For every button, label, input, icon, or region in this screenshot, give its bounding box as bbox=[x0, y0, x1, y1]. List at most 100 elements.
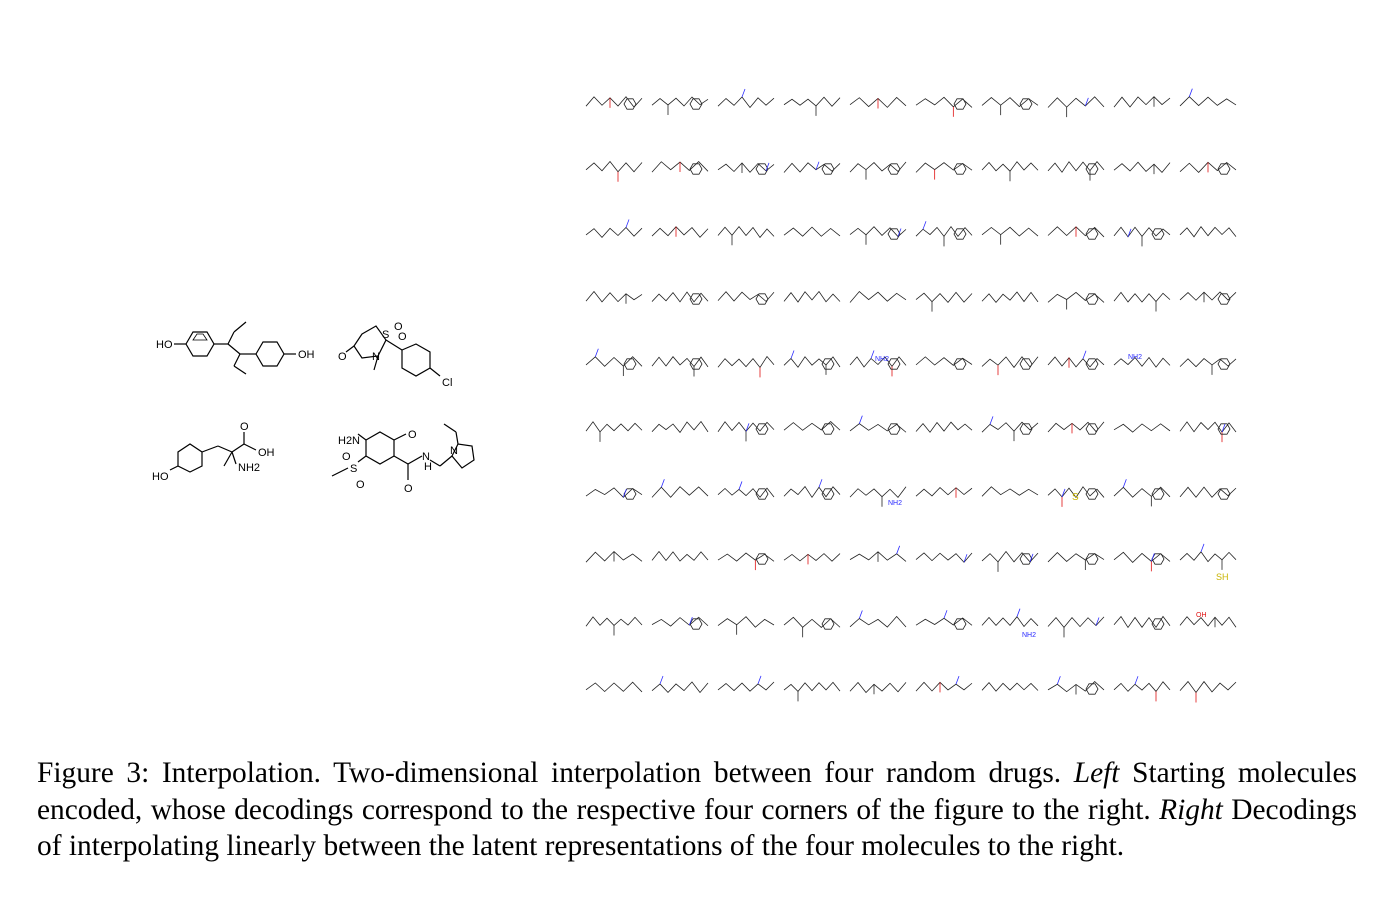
atom-label: OH bbox=[298, 349, 315, 361]
atom-label: S bbox=[382, 329, 389, 341]
decoded-molecule bbox=[1179, 161, 1237, 175]
decoded-molecule bbox=[915, 610, 973, 630]
decoded-molecule bbox=[915, 356, 973, 370]
decoded-molecule bbox=[1179, 543, 1237, 570]
decoded-molecule bbox=[783, 226, 841, 237]
caption-left-label: Left bbox=[1073, 757, 1120, 789]
decoded-molecule bbox=[585, 681, 643, 693]
decoded-molecule bbox=[783, 161, 841, 175]
decoded-molecule bbox=[915, 552, 973, 563]
decoded-molecule bbox=[783, 553, 841, 565]
atom-label: O bbox=[398, 331, 407, 343]
decoded-molecule bbox=[651, 96, 709, 115]
decoded-molecule bbox=[783, 616, 841, 638]
decoded-molecule bbox=[1179, 291, 1237, 305]
decoded-molecule bbox=[585, 96, 643, 110]
decoded-molecule bbox=[1047, 676, 1105, 695]
decoded-molecule bbox=[981, 291, 1039, 304]
decoded-molecule bbox=[651, 291, 709, 305]
decoded-molecule bbox=[585, 348, 643, 377]
decoded-molecule bbox=[1113, 615, 1171, 630]
decoded-molecule bbox=[651, 420, 709, 434]
decoded-molecule bbox=[651, 616, 709, 630]
decoded-molecule bbox=[1179, 88, 1237, 107]
decoded-molecule bbox=[651, 226, 709, 238]
decoded-molecule bbox=[651, 356, 709, 377]
decoded-molecule bbox=[1179, 486, 1237, 500]
decoded-molecule bbox=[915, 421, 973, 433]
decoded-molecule bbox=[849, 161, 907, 180]
decoded-molecule bbox=[717, 616, 775, 635]
decoded-molecule bbox=[1047, 226, 1105, 240]
decoded-molecule bbox=[1113, 291, 1171, 312]
decoded-molecule bbox=[849, 350, 907, 377]
atom-label: S bbox=[350, 463, 357, 475]
decoded-molecule bbox=[717, 481, 775, 500]
decoded-molecule bbox=[1047, 616, 1105, 638]
decoded-molecule bbox=[585, 219, 643, 238]
decoded-molecule bbox=[1179, 358, 1237, 375]
atom-label: O bbox=[408, 429, 417, 441]
decoded-molecule bbox=[717, 675, 775, 692]
decoded-molecule bbox=[717, 552, 775, 571]
decoded-molecule bbox=[1047, 486, 1105, 507]
atom-label: O bbox=[394, 321, 403, 333]
decoded-molecule bbox=[1113, 676, 1171, 702]
decoded-molecule bbox=[651, 161, 709, 175]
decoded-molecule bbox=[1047, 160, 1105, 181]
decoded-molecule bbox=[717, 421, 775, 442]
atom-label: S bbox=[1072, 492, 1079, 503]
molecule-3 bbox=[169, 432, 257, 473]
decoded-molecule bbox=[1113, 356, 1171, 368]
decoded-molecule bbox=[585, 160, 643, 182]
molecule-2 bbox=[345, 325, 441, 377]
decoded-molecule bbox=[981, 550, 1039, 572]
atom-label: OH bbox=[258, 447, 275, 459]
decoded-molecule bbox=[585, 290, 643, 304]
decoded-molecule bbox=[783, 350, 841, 375]
decoded-molecule bbox=[585, 616, 643, 636]
decoded-molecule bbox=[981, 226, 1039, 245]
decoded-molecule bbox=[1113, 96, 1171, 108]
atom-label: N bbox=[422, 451, 430, 463]
decoded-molecule bbox=[717, 88, 775, 109]
caption-text: Decodings of interpolating linearly betw… bbox=[37, 793, 1357, 863]
atom-label: HO bbox=[156, 339, 173, 351]
decoded-molecule bbox=[1113, 423, 1171, 433]
molecule-4 bbox=[331, 423, 475, 480]
starting-molecules-panel: HO OH S O O O N Cl O OH NH2 HO H2N O S O… bbox=[152, 321, 475, 495]
decoded-molecule bbox=[1113, 551, 1171, 572]
atom-label: NH2 bbox=[238, 462, 260, 474]
decoded-molecule bbox=[981, 97, 1039, 116]
atom-label: O bbox=[240, 421, 249, 433]
decoded-molecule bbox=[1179, 616, 1237, 628]
decoded-molecule bbox=[1179, 421, 1237, 443]
atom-label: SH bbox=[1216, 572, 1229, 582]
decoded-molecule bbox=[783, 681, 841, 702]
decoded-molecule bbox=[783, 421, 841, 435]
decoded-molecule bbox=[849, 610, 907, 628]
decoded-molecule bbox=[849, 96, 907, 109]
decoded-molecule bbox=[1179, 680, 1237, 703]
decoded-molecule bbox=[651, 550, 709, 562]
atom-label: NH2 bbox=[875, 356, 889, 363]
decoded-molecule bbox=[1047, 96, 1105, 118]
caption-text: Starting molecules encoded, whose decodi… bbox=[37, 757, 1357, 826]
caption-text: Two-dimensional interpolation between fo… bbox=[321, 757, 1074, 789]
decoded-molecule bbox=[651, 479, 709, 498]
decoded-molecule bbox=[783, 479, 841, 500]
decoded-molecule bbox=[849, 226, 907, 245]
decoded-molecule bbox=[849, 486, 907, 507]
interpolation-grid: NH2 NH2 SH OH S NH2 NH2 bbox=[585, 88, 1237, 703]
decoded-molecule bbox=[849, 545, 907, 562]
decoded-molecule bbox=[915, 162, 973, 180]
decoded-molecule bbox=[783, 96, 841, 116]
decoded-molecule bbox=[1179, 226, 1237, 238]
figure-caption: Figure 3: Interpolation. Two-dimensional… bbox=[37, 755, 1357, 865]
decoded-molecule bbox=[651, 675, 709, 694]
decoded-molecule bbox=[585, 550, 643, 563]
decoded-molecule bbox=[981, 486, 1039, 497]
decoded-molecule bbox=[981, 608, 1039, 628]
molecule-1 bbox=[174, 321, 296, 375]
decoded-molecule bbox=[849, 290, 907, 303]
